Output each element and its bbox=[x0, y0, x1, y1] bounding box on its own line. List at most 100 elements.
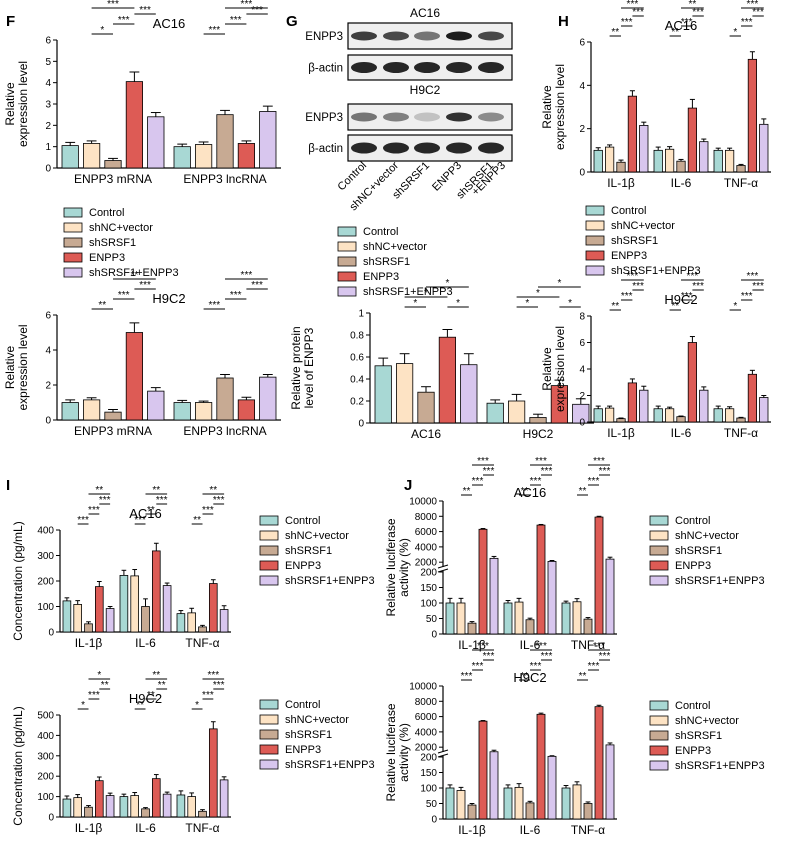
significance-label: *** bbox=[692, 7, 704, 18]
blot-band bbox=[414, 31, 440, 41]
blot-title: H9C2 bbox=[410, 83, 441, 97]
bar bbox=[653, 408, 663, 423]
bar bbox=[95, 586, 104, 633]
x-tick-label: IL-1β bbox=[75, 821, 103, 835]
significance-label: * bbox=[413, 298, 417, 309]
bar bbox=[237, 143, 255, 169]
y-tick-label: 100 bbox=[37, 792, 54, 803]
blot-band bbox=[446, 142, 472, 154]
bar bbox=[456, 790, 466, 820]
bar bbox=[605, 744, 615, 820]
bar bbox=[125, 81, 143, 169]
bar bbox=[605, 558, 615, 635]
significance-label: *** bbox=[681, 291, 693, 302]
bar bbox=[699, 389, 709, 423]
bar bbox=[561, 787, 571, 820]
legend-label: ENPP3 bbox=[675, 560, 711, 572]
significance-label: *** bbox=[477, 641, 489, 652]
significance-label: *** bbox=[741, 17, 753, 28]
bar bbox=[208, 728, 218, 818]
legend-swatch bbox=[259, 759, 279, 770]
legend-label: shSRSF1+ENPP3 bbox=[89, 267, 179, 279]
legend-J2: Control shNC+vector shSRSF1 ENPP3 shSRSF1+EN… bbox=[649, 700, 765, 772]
bar bbox=[507, 400, 526, 424]
legend-label: shSRSF1+ENPP3 bbox=[285, 759, 375, 771]
bar bbox=[561, 602, 571, 635]
y-tick-label: 0 bbox=[45, 164, 51, 175]
significance-label: *** bbox=[241, 0, 253, 10]
legend-swatch bbox=[649, 700, 669, 711]
bar bbox=[259, 376, 277, 421]
significance-label: * bbox=[568, 298, 572, 309]
bar bbox=[593, 149, 603, 173]
significance-label: ** bbox=[579, 671, 587, 682]
significance-label: *** bbox=[156, 495, 168, 506]
bar bbox=[486, 402, 504, 424]
legend-label: shNC+vector bbox=[611, 220, 675, 232]
significance-label: *** bbox=[472, 476, 484, 487]
legend-label: Control bbox=[89, 207, 124, 219]
x-tick-label: IL-1β bbox=[458, 638, 486, 652]
bar bbox=[616, 161, 626, 173]
legend-label: shSRSF1 bbox=[285, 729, 332, 741]
bar bbox=[713, 149, 723, 173]
legend-swatch bbox=[649, 515, 669, 526]
bar bbox=[151, 778, 161, 818]
significance-label: *** bbox=[88, 505, 100, 516]
legend-label: Control bbox=[285, 515, 320, 527]
significance-label: *** bbox=[477, 456, 489, 467]
legend-swatch bbox=[337, 286, 357, 297]
y-tick-label: 0.8 bbox=[350, 331, 364, 342]
significance-label: *** bbox=[118, 290, 130, 301]
bar bbox=[736, 417, 746, 423]
bar bbox=[583, 803, 593, 820]
legend-swatch bbox=[63, 237, 83, 248]
blot-row-label: ENPP3 bbox=[305, 112, 343, 124]
legend-swatch bbox=[259, 575, 279, 586]
x-tick-label: TNF-α bbox=[724, 426, 758, 440]
chart-title: H9C2 bbox=[129, 691, 162, 706]
y-tick-label: 200 bbox=[420, 568, 437, 579]
bar bbox=[147, 116, 165, 169]
legend-label: shNC+vector bbox=[89, 222, 153, 234]
y-tick-label: 6000 bbox=[415, 712, 438, 723]
bar bbox=[593, 408, 603, 423]
y-axis-label: activity (%) bbox=[397, 723, 411, 782]
legend-swatch bbox=[649, 545, 669, 556]
y-axis-label: Concentration (pg/mL) bbox=[11, 521, 25, 640]
blot-band bbox=[478, 31, 504, 41]
significance-label: *** bbox=[599, 651, 611, 662]
significance-label: *** bbox=[251, 5, 263, 16]
panel-letter: H bbox=[558, 13, 569, 30]
y-tick-label: 100 bbox=[420, 599, 437, 610]
y-tick-label: 0 bbox=[579, 168, 585, 179]
legend-swatch bbox=[337, 256, 357, 267]
axis-break bbox=[437, 567, 619, 571]
y-tick-label: 400 bbox=[37, 526, 54, 537]
y-tick-label: 4 bbox=[579, 365, 585, 376]
blot-band bbox=[351, 62, 377, 73]
legend-swatch bbox=[63, 222, 83, 233]
significance-label: *** bbox=[77, 515, 89, 526]
significance-label: *** bbox=[747, 271, 759, 282]
legend-label: ENPP3 bbox=[285, 560, 321, 572]
significance-label: *** bbox=[541, 466, 553, 477]
bar bbox=[141, 606, 150, 633]
bar bbox=[95, 780, 104, 818]
blot-band bbox=[383, 62, 409, 73]
bar bbox=[687, 107, 698, 173]
x-tick-label: IL-6 bbox=[520, 823, 541, 837]
bar bbox=[547, 755, 557, 820]
x-tick-label: IL-6 bbox=[135, 636, 156, 650]
significance-label: *** bbox=[99, 495, 111, 506]
x-tick-label: H9C2 bbox=[523, 427, 554, 441]
bar bbox=[605, 146, 615, 173]
legend-label: shSRSF1+ENPP3 bbox=[285, 575, 375, 587]
significance-label: * bbox=[445, 278, 449, 289]
y-axis-label: expression level bbox=[16, 324, 30, 410]
legend-label: ENPP3 bbox=[675, 745, 711, 757]
axis-break-mark bbox=[437, 749, 449, 754]
significance-label: *** bbox=[632, 7, 644, 18]
